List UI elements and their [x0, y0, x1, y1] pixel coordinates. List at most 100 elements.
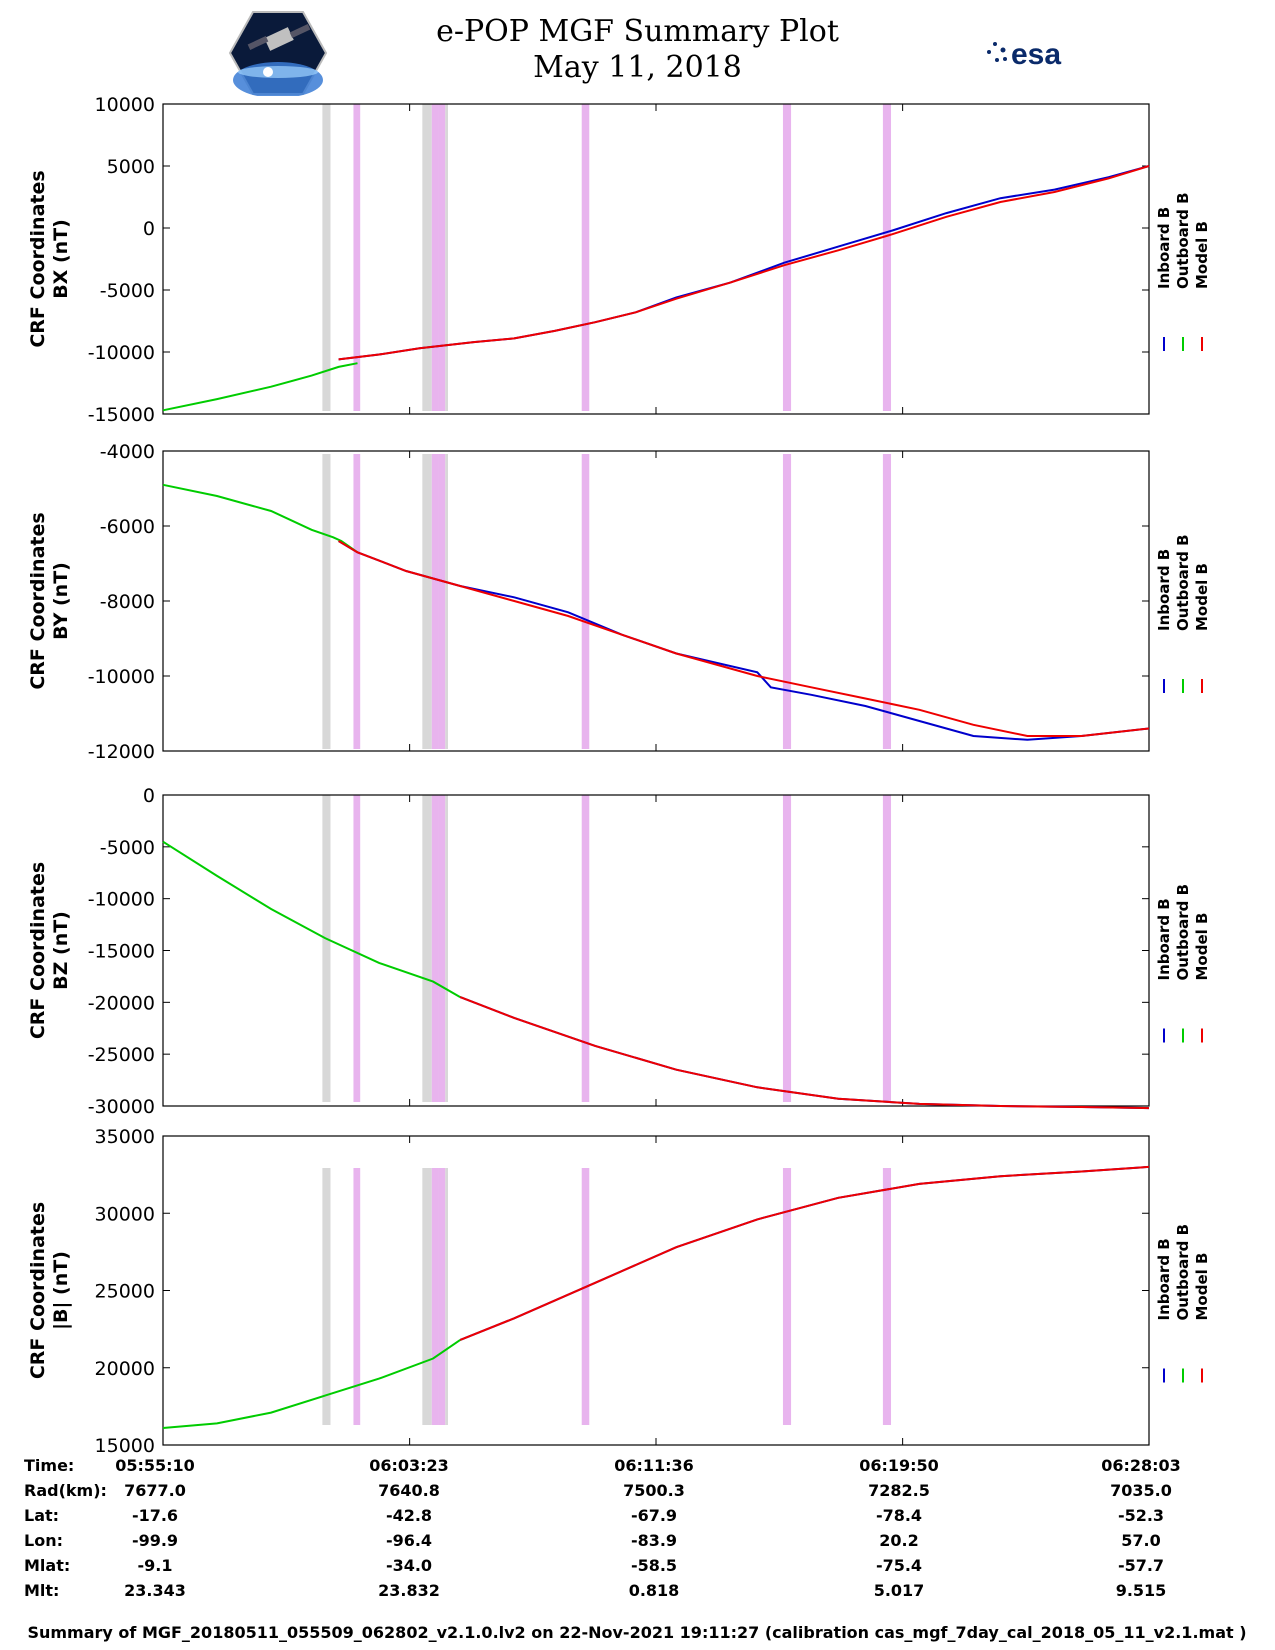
series-line-outboard-b [162, 1339, 461, 1429]
ephemeris-row-label: Lat: [24, 1506, 59, 1525]
axes-frame [162, 1135, 1150, 1446]
ephemeris-value: -67.9 [631, 1506, 677, 1525]
ephemeris-value: -17.6 [132, 1506, 178, 1525]
ephemeris-row-label: Mlat: [24, 1556, 70, 1575]
axes-frame [162, 794, 1150, 1107]
y-tick-label: -6000 [100, 516, 155, 538]
ephemeris-value: -83.9 [631, 1531, 677, 1550]
legend-label: Outboard B [1174, 1224, 1192, 1321]
series-line-outboard-b [162, 483, 359, 554]
shaded-band [882, 454, 892, 749]
legend-label: Inboard B [1155, 207, 1173, 289]
y-tick-label: -10000 [88, 342, 155, 364]
shaded-band [322, 795, 331, 1102]
shaded-band [353, 104, 361, 411]
ephemeris-value: -96.4 [386, 1531, 432, 1550]
cassiope-satellite-logo [228, 11, 328, 96]
ephemeris-value: 7677.0 [124, 1481, 186, 1500]
shaded-band [422, 454, 432, 749]
shaded-band [353, 795, 361, 1102]
ephemeris-value: 23.343 [124, 1581, 186, 1600]
y-tick-label: -5000 [100, 837, 155, 859]
ephemeris-value: -78.4 [876, 1506, 922, 1525]
ephemeris-value: 7500.3 [623, 1481, 685, 1500]
shaded-band [445, 795, 448, 1102]
ephemeris-value: 7035.0 [1110, 1481, 1172, 1500]
legend-label: Outboard B [1174, 192, 1192, 289]
y-tick-label: 20000 [95, 1358, 155, 1380]
shaded-band [581, 1168, 590, 1425]
ephemeris-value: -42.8 [386, 1506, 432, 1525]
legend-label: Model B [1193, 221, 1211, 289]
esa-logo-text: esa [1011, 38, 1061, 71]
ephemeris-value: 0.818 [629, 1581, 680, 1600]
ephemeris-row-label: Mlt: [24, 1581, 59, 1600]
footer-caption: Summary of MGF_20180511_055509_062802_v2… [27, 1623, 1246, 1642]
series-line-model-b [338, 165, 1150, 361]
shaded-band [438, 1168, 446, 1425]
shaded-band [581, 104, 590, 411]
series-line-outboard-b [162, 362, 358, 412]
panel-2: -4000 -6000 -8000 -10000 -12000 CRF Coordinat… [27, 441, 1211, 763]
shaded-band [431, 104, 439, 411]
panel-4: 35000 30000 25000 20000 15000 CRF Coordinates… [27, 1126, 1211, 1457]
legend-label: Outboard B [1174, 884, 1192, 981]
shaded-band [322, 104, 331, 411]
y-tick-label: 15000 [95, 1435, 155, 1457]
y-tick-label: -25000 [88, 1044, 155, 1066]
series-line-inboard-b [459, 1165, 1150, 1341]
axes-frame [162, 450, 1150, 752]
ephemeris-table: Time: Rad(km): Lat: Lon: Mlat: Mlt: 05:55:10 76… [24, 1456, 1181, 1600]
ephemeris-value: -99.9 [132, 1531, 178, 1550]
shaded-band [445, 454, 448, 749]
ephemeris-row-label: Lon: [24, 1531, 63, 1550]
shaded-band [581, 795, 590, 1102]
shaded-band [782, 454, 792, 749]
shaded-band [782, 795, 792, 1102]
panel-1: 10000 5000 0 -5000 -10000 -15000 CRF Coordinat… [27, 94, 1211, 426]
plot-title: e-POP MGF Summary Plot [436, 14, 839, 49]
y-tick-label: 10000 [95, 94, 155, 116]
ephemeris-value: -9.1 [138, 1556, 173, 1575]
series-line-inboard-b [459, 996, 1150, 1110]
y-tick-label: -4000 [100, 441, 155, 463]
y-axis-title: CRF CoordinatesBZ (nT) [27, 862, 72, 1039]
ephemeris-value: 23.832 [378, 1581, 440, 1600]
y-axis-title: CRF Coordinates|B| (nT) [27, 1202, 72, 1379]
y-tick-label: 35000 [95, 1126, 155, 1148]
shaded-band [438, 454, 446, 749]
plot-title-block: e-POP MGF Summary Plot May 11, 2018 [0, 14, 1275, 86]
legend-label: Model B [1193, 913, 1211, 981]
ephemeris-value: 9.515 [1116, 1581, 1167, 1600]
shaded-band [581, 454, 590, 749]
y-tick-label: -15000 [88, 404, 155, 426]
legend-label: Inboard B [1155, 898, 1173, 980]
legend-label: Inboard B [1155, 549, 1173, 631]
ephemeris-value: 06:03:23 [369, 1456, 449, 1475]
ephemeris-value: 20.2 [879, 1531, 918, 1550]
ephemeris-value: -34.0 [386, 1556, 432, 1575]
ephemeris-value: 57.0 [1121, 1531, 1160, 1550]
legend-label: Model B [1193, 1253, 1211, 1321]
y-tick-label: -12000 [88, 741, 155, 763]
y-tick-label: -30000 [88, 1096, 155, 1118]
legend-label: Model B [1193, 563, 1211, 631]
ephemeris-value: 05:55:10 [115, 1456, 195, 1475]
y-tick-label: -10000 [88, 889, 155, 911]
y-axis-title: CRF CoordinatesBY (nT) [27, 512, 72, 689]
y-tick-label: 25000 [95, 1281, 155, 1303]
shaded-band [438, 795, 446, 1102]
ephemeris-value: 5.017 [874, 1581, 925, 1600]
y-tick-label: 0 [143, 785, 155, 807]
shaded-band [882, 795, 892, 1102]
shaded-band [422, 104, 432, 411]
shaded-band [438, 104, 446, 411]
y-tick-label: -5000 [100, 280, 155, 302]
shaded-band [782, 104, 792, 411]
plot-date: May 11, 2018 [533, 50, 742, 85]
shaded-band [422, 1168, 432, 1425]
ephemeris-value: 06:28:03 [1101, 1456, 1181, 1475]
panel-3: 0 -5000 -10000 -15000 -20000 -25000 -30000 CRF … [27, 785, 1211, 1118]
esa-logo: esa [976, 38, 1061, 71]
